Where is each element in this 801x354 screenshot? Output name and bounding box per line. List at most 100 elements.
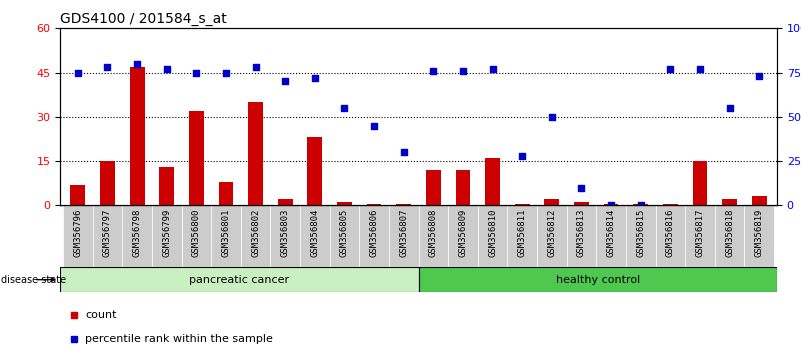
- Bar: [574, 202, 589, 205]
- Point: [190, 70, 203, 75]
- Bar: [515, 204, 529, 205]
- Bar: [123, 205, 152, 267]
- Bar: [693, 161, 707, 205]
- Text: GSM356813: GSM356813: [577, 209, 586, 257]
- Text: GSM356812: GSM356812: [547, 209, 557, 257]
- Bar: [219, 182, 233, 205]
- Text: GSM356805: GSM356805: [340, 209, 349, 257]
- Point: [219, 70, 232, 75]
- Point: [457, 68, 469, 74]
- Point: [486, 66, 499, 72]
- Point: [605, 202, 618, 208]
- Bar: [663, 204, 678, 205]
- Bar: [626, 205, 655, 267]
- Bar: [723, 199, 737, 205]
- Point: [634, 202, 647, 208]
- Point: [397, 149, 410, 155]
- Bar: [507, 205, 537, 267]
- Text: GSM356814: GSM356814: [606, 209, 616, 257]
- Point: [101, 64, 114, 70]
- Point: [664, 66, 677, 72]
- Point: [694, 66, 706, 72]
- Text: GSM356803: GSM356803: [280, 209, 290, 257]
- Bar: [418, 205, 448, 267]
- Text: GSM356806: GSM356806: [369, 209, 379, 257]
- Text: GSM356796: GSM356796: [74, 209, 83, 257]
- Point: [160, 66, 173, 72]
- Text: pancreatic cancer: pancreatic cancer: [189, 275, 289, 285]
- Bar: [360, 205, 389, 267]
- Text: GSM356818: GSM356818: [725, 209, 734, 257]
- Point: [427, 68, 440, 74]
- Text: GSM356808: GSM356808: [429, 209, 438, 257]
- Text: GSM356810: GSM356810: [488, 209, 497, 257]
- Bar: [330, 205, 360, 267]
- Bar: [211, 205, 241, 267]
- Point: [753, 73, 766, 79]
- Point: [338, 105, 351, 111]
- Bar: [744, 205, 774, 267]
- Text: GSM356804: GSM356804: [310, 209, 320, 257]
- Bar: [477, 205, 507, 267]
- Point: [131, 61, 143, 67]
- Text: GSM356819: GSM356819: [755, 209, 763, 257]
- Text: GSM356811: GSM356811: [517, 209, 527, 257]
- Point: [308, 75, 321, 81]
- Bar: [485, 158, 500, 205]
- Bar: [426, 170, 441, 205]
- Bar: [130, 67, 144, 205]
- Point: [279, 79, 292, 84]
- Bar: [63, 205, 93, 267]
- Text: GDS4100 / 201584_s_at: GDS4100 / 201584_s_at: [60, 12, 227, 26]
- Point: [575, 185, 588, 190]
- Bar: [308, 137, 322, 205]
- Bar: [300, 205, 330, 267]
- Bar: [152, 205, 182, 267]
- Point: [545, 114, 558, 120]
- Bar: [596, 205, 626, 267]
- Bar: [337, 202, 352, 205]
- Text: percentile rank within the sample: percentile rank within the sample: [85, 334, 273, 344]
- Bar: [70, 185, 85, 205]
- Bar: [389, 205, 418, 267]
- Bar: [367, 204, 381, 205]
- Bar: [60, 267, 418, 292]
- Text: GSM356815: GSM356815: [636, 209, 645, 257]
- Point: [723, 105, 736, 111]
- Text: GSM356807: GSM356807: [399, 209, 409, 257]
- Text: GSM356798: GSM356798: [133, 209, 142, 257]
- Bar: [566, 205, 596, 267]
- Text: healthy control: healthy control: [556, 275, 640, 285]
- Bar: [634, 204, 648, 205]
- Bar: [537, 205, 566, 267]
- Bar: [248, 102, 263, 205]
- Bar: [189, 111, 203, 205]
- Text: GSM356816: GSM356816: [666, 209, 674, 257]
- Text: GSM356799: GSM356799: [163, 209, 171, 257]
- Bar: [418, 267, 777, 292]
- Text: GSM356802: GSM356802: [251, 209, 260, 257]
- Text: GSM356817: GSM356817: [695, 209, 704, 257]
- Bar: [159, 167, 174, 205]
- Bar: [271, 205, 300, 267]
- Point: [249, 64, 262, 70]
- Text: count: count: [85, 310, 117, 320]
- Point: [368, 123, 380, 129]
- Bar: [182, 205, 211, 267]
- Text: GSM356801: GSM356801: [221, 209, 231, 257]
- Bar: [241, 205, 271, 267]
- Bar: [655, 205, 685, 267]
- Text: GSM356800: GSM356800: [192, 209, 201, 257]
- Bar: [448, 205, 477, 267]
- Text: disease state: disease state: [2, 275, 66, 285]
- Bar: [456, 170, 470, 205]
- Bar: [752, 196, 767, 205]
- Point: [71, 70, 84, 75]
- Bar: [278, 199, 292, 205]
- Text: GSM356797: GSM356797: [103, 209, 112, 257]
- Text: GSM356809: GSM356809: [458, 209, 468, 257]
- Bar: [545, 199, 559, 205]
- Bar: [714, 205, 744, 267]
- Bar: [100, 161, 115, 205]
- Point: [516, 153, 529, 159]
